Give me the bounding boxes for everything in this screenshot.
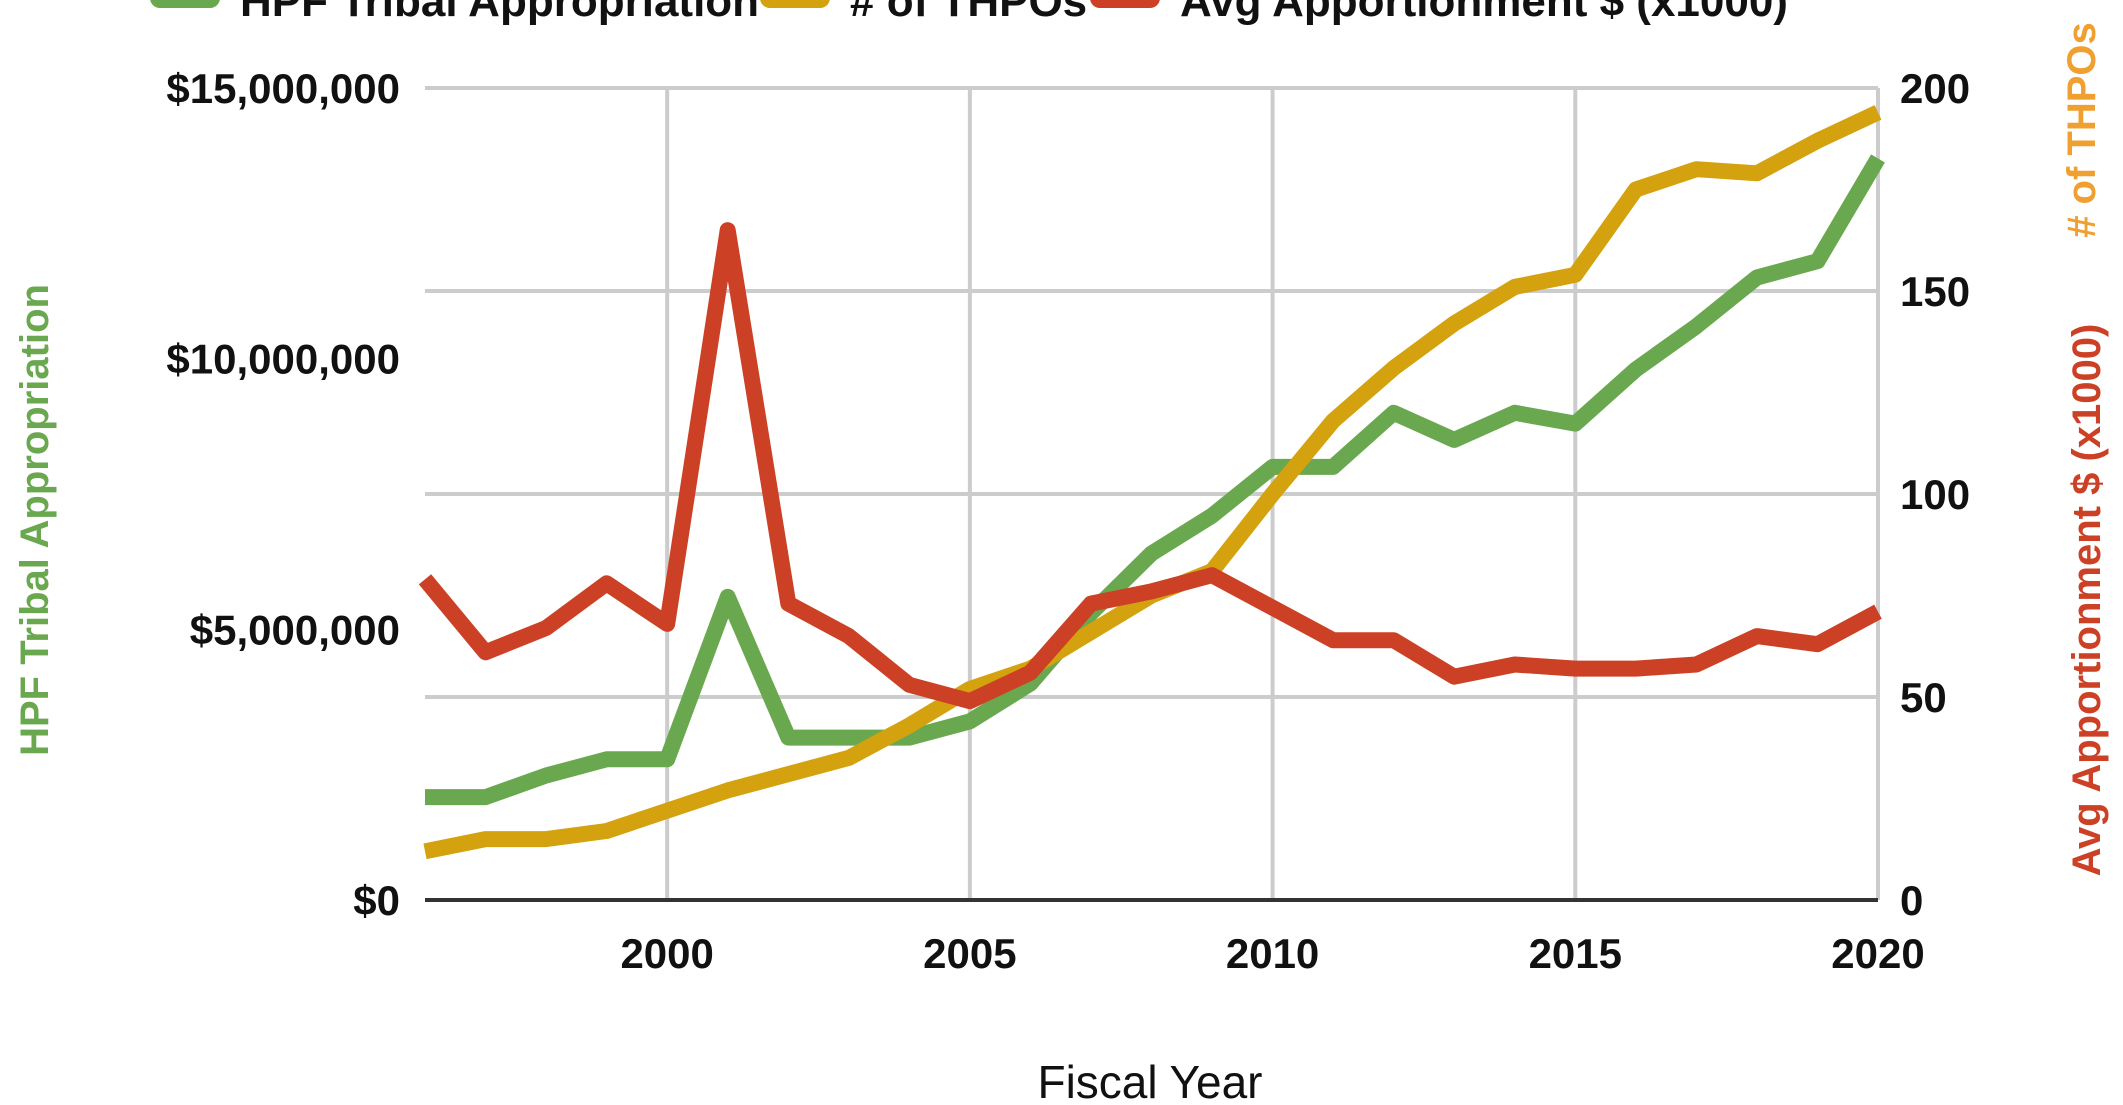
legend-label: # of THPOs: [850, 0, 1087, 26]
x-tick-label: 2015: [1529, 930, 1622, 977]
y-axis-right-ticks: 0 50 100 150 200: [1900, 65, 1970, 924]
y-axis-left-title: HPF Tribal Appropriation: [13, 284, 57, 756]
y-right-tick-label: 150: [1900, 268, 1970, 315]
y-right-tick-label: 0: [1900, 877, 1923, 924]
legend-swatch: [1090, 0, 1160, 8]
x-tick-label: 2010: [1226, 930, 1319, 977]
legend: HPF Tribal Appropriation # of THPOs Avg Ap…: [150, 0, 1788, 26]
y-axis-right-inner-title: Avg Apportionment $ (x1000): [2065, 324, 2109, 877]
x-tick-label: 2000: [620, 930, 713, 977]
legend-swatch: [760, 0, 830, 8]
y-left-tick-label: $0: [353, 877, 400, 924]
y-right-tick-label: 50: [1900, 674, 1947, 721]
legend-label: Avg Apportionment $ (x1000): [1180, 0, 1788, 26]
y-axis-left-ticks: $0 $5,000,000 $10,000,000 $15,000,000: [166, 65, 400, 924]
series-line-1: [425, 154, 1885, 806]
y-right-tick-label: 100: [1900, 471, 1970, 518]
x-tick-label: 2005: [923, 930, 1016, 977]
legend-label: HPF Tribal Appropriation: [240, 0, 759, 26]
series-line-3: [418, 222, 1882, 710]
x-tick-label: 2020: [1831, 930, 1924, 977]
x-axis-title: Fiscal Year: [1037, 1056, 1262, 1105]
series-line-2: [423, 105, 1882, 860]
y-axis-right-outer-title: # of THPOs: [2060, 22, 2104, 238]
legend-swatch: [150, 0, 220, 8]
y-left-tick-label: $10,000,000: [166, 336, 400, 383]
series-layer: [418, 105, 1885, 860]
x-axis-ticks: 2000 2005 2010 2015 2020: [620, 930, 1924, 977]
y-right-tick-label: 200: [1900, 65, 1970, 112]
gridlines: [425, 86, 1880, 902]
y-left-tick-label: $15,000,000: [166, 65, 400, 112]
y-left-tick-label: $5,000,000: [190, 606, 400, 653]
